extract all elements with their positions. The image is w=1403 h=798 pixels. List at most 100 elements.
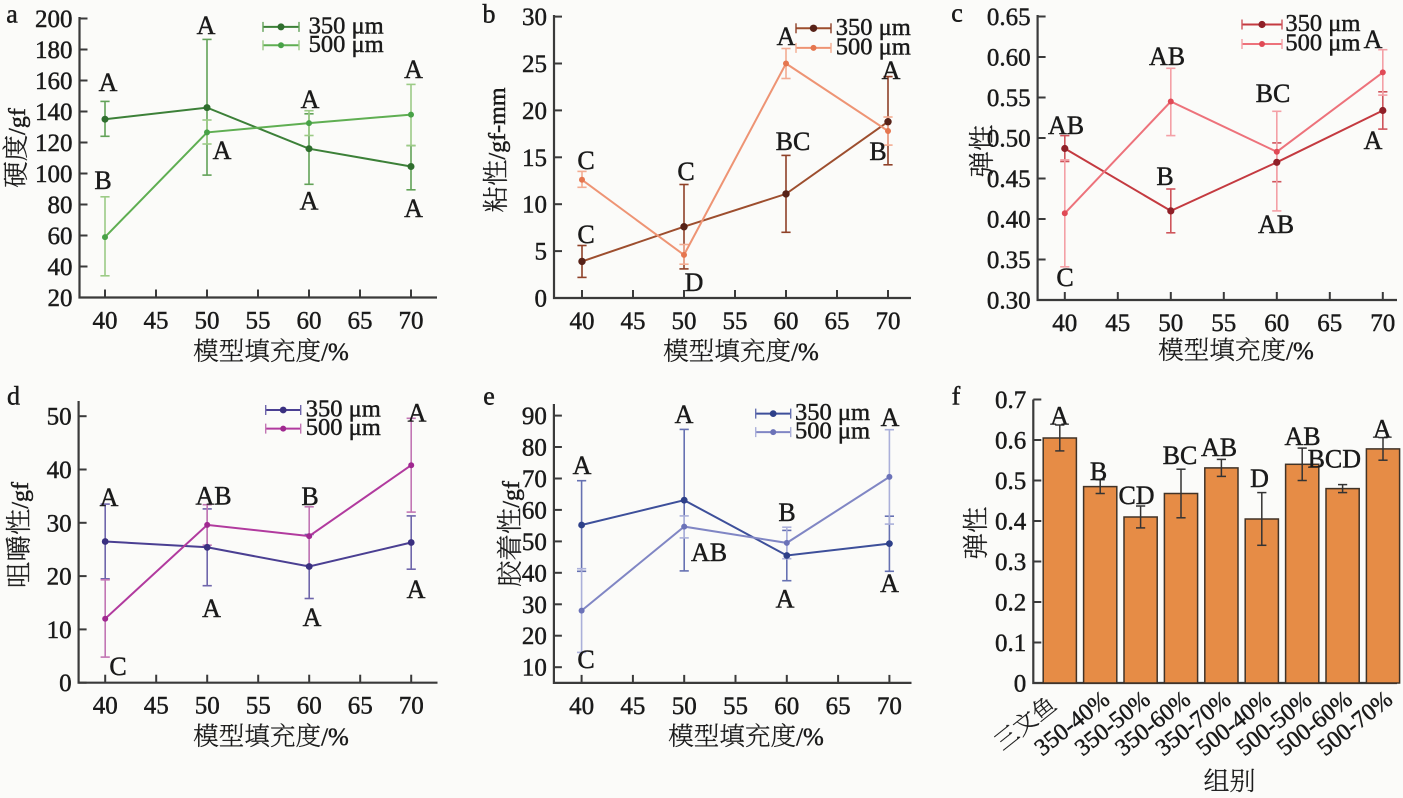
svg-text:40: 40	[1052, 310, 1077, 337]
svg-text:60: 60	[774, 308, 799, 335]
svg-text:0.3: 0.3	[995, 549, 1026, 576]
svg-text:70: 70	[876, 308, 901, 335]
svg-text:500 μm: 500 μm	[1285, 30, 1360, 57]
svg-text:BCD: BCD	[1308, 445, 1361, 474]
svg-text:A: A	[408, 399, 427, 428]
svg-text:140: 140	[35, 99, 73, 126]
svg-text:45: 45	[621, 308, 646, 335]
svg-text:B: B	[1090, 457, 1107, 486]
svg-text:45: 45	[620, 693, 645, 720]
svg-text:A: A	[882, 56, 901, 85]
svg-text:50: 50	[47, 404, 72, 431]
svg-text:100: 100	[35, 161, 73, 188]
svg-text:5: 5	[535, 239, 548, 266]
svg-text:A: A	[1364, 126, 1383, 155]
svg-text:0.4: 0.4	[995, 509, 1027, 536]
svg-text:/%: /%	[791, 339, 819, 366]
svg-text:/gf: /gf	[499, 481, 525, 508]
svg-text:A: A	[404, 55, 423, 84]
svg-text:350 μm: 350 μm	[306, 396, 381, 423]
svg-text:0.35: 0.35	[987, 247, 1031, 274]
svg-text:45: 45	[144, 308, 169, 335]
svg-text:A: A	[573, 451, 592, 480]
svg-text:65: 65	[348, 693, 373, 720]
svg-text:D: D	[685, 268, 704, 297]
svg-text:b: b	[483, 0, 496, 29]
svg-text:0.30: 0.30	[987, 288, 1031, 315]
svg-text:40: 40	[47, 457, 72, 484]
svg-text:A: A	[202, 594, 221, 623]
svg-text:A: A	[300, 187, 319, 216]
svg-text:C: C	[577, 220, 594, 249]
svg-text:50: 50	[672, 308, 697, 335]
svg-text:40: 40	[93, 308, 118, 335]
svg-text:40: 40	[48, 254, 73, 281]
svg-text:60: 60	[1264, 310, 1289, 337]
svg-text:/%: /%	[321, 339, 349, 366]
svg-text:/%: /%	[1286, 338, 1314, 365]
svg-text:A: A	[404, 194, 423, 223]
svg-text:500 μm: 500 μm	[795, 418, 870, 445]
svg-text:55: 55	[723, 308, 748, 335]
svg-text:50: 50	[672, 693, 697, 720]
svg-text:30: 30	[522, 4, 547, 31]
svg-text:c: c	[951, 0, 963, 28]
svg-text:C: C	[677, 157, 694, 186]
svg-text:0: 0	[59, 670, 72, 697]
svg-text:160: 160	[35, 68, 73, 95]
svg-text:B: B	[301, 482, 318, 511]
svg-text:70: 70	[399, 308, 424, 335]
svg-text:120: 120	[35, 130, 73, 157]
svg-text:80: 80	[48, 192, 73, 219]
svg-text:a: a	[6, 0, 18, 29]
svg-text:CD: CD	[1118, 481, 1154, 510]
svg-text:AB: AB	[1258, 210, 1294, 239]
svg-text:10: 10	[522, 192, 547, 219]
svg-text:60: 60	[297, 308, 322, 335]
svg-text:/%: /%	[796, 724, 824, 751]
svg-text:60: 60	[522, 497, 547, 524]
svg-text:25: 25	[522, 51, 547, 78]
svg-text:350 μm: 350 μm	[1285, 10, 1360, 37]
svg-text:C: C	[109, 652, 126, 681]
svg-text:90: 90	[522, 403, 547, 430]
svg-text:A: A	[881, 403, 900, 432]
svg-text:A: A	[303, 603, 322, 632]
svg-text:65: 65	[348, 308, 373, 335]
svg-text:/gf-mm: /gf-mm	[485, 87, 511, 159]
svg-text:50: 50	[522, 529, 547, 556]
svg-text:30: 30	[522, 592, 547, 619]
svg-text:10: 10	[522, 655, 547, 682]
svg-text:350 μm: 350 μm	[836, 14, 911, 41]
svg-text:A: A	[100, 483, 119, 512]
svg-text:B: B	[94, 166, 111, 195]
svg-text:45: 45	[1105, 310, 1130, 337]
svg-text:AB: AB	[1284, 422, 1320, 451]
svg-text:0.65: 0.65	[987, 4, 1031, 31]
svg-text:AB: AB	[1048, 111, 1084, 140]
svg-text:0.55: 0.55	[987, 85, 1031, 112]
svg-text:20: 20	[522, 623, 547, 650]
svg-text:A: A	[1364, 25, 1383, 54]
svg-text:70: 70	[522, 466, 547, 493]
svg-text:70: 70	[399, 693, 424, 720]
svg-text:AB: AB	[1201, 433, 1237, 462]
svg-text:B: B	[869, 137, 886, 166]
svg-text:40: 40	[522, 560, 547, 587]
svg-text:65: 65	[825, 308, 850, 335]
svg-text:D: D	[1250, 464, 1269, 493]
svg-text:C: C	[577, 645, 594, 674]
svg-text:10: 10	[47, 617, 72, 644]
svg-text:A: A	[777, 22, 796, 51]
svg-text:500 μm: 500 μm	[309, 31, 384, 58]
svg-text:55: 55	[246, 308, 271, 335]
svg-text:45: 45	[144, 693, 169, 720]
svg-text:55: 55	[246, 693, 271, 720]
svg-text:500 μm: 500 μm	[836, 33, 911, 60]
svg-text:AB: AB	[691, 538, 727, 567]
svg-text:e: e	[483, 382, 495, 411]
svg-text:C: C	[1056, 263, 1073, 292]
svg-text:0.40: 0.40	[987, 207, 1031, 234]
svg-text:30: 30	[47, 510, 72, 537]
svg-text:BC: BC	[1256, 79, 1291, 108]
